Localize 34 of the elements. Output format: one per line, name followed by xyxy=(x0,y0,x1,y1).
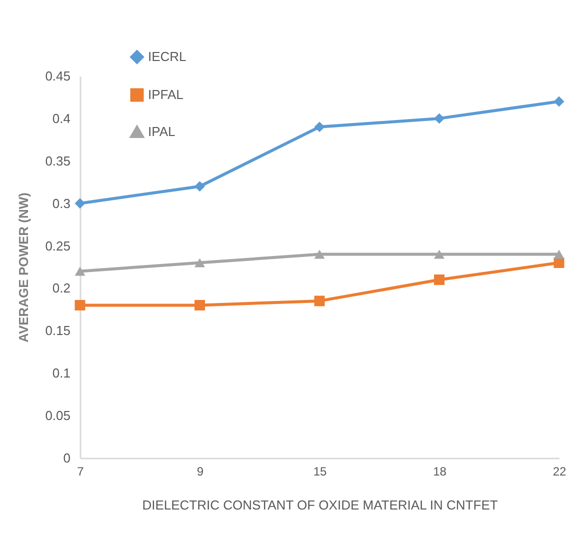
point xyxy=(74,266,86,276)
y-tick-label: 0.15 xyxy=(45,323,70,338)
y-tick-label: 0.45 xyxy=(45,68,70,84)
y-tick-label: 0 xyxy=(63,450,70,466)
point xyxy=(434,113,444,124)
x-tick-label: 9 xyxy=(196,464,204,478)
legend-label: IPFAL xyxy=(148,87,184,102)
point xyxy=(194,300,205,310)
x-tick-label: 15 xyxy=(313,464,327,478)
y-tick-label: 0.2 xyxy=(52,280,70,296)
point xyxy=(554,96,564,107)
point xyxy=(434,274,444,285)
y-axis-title: AVERAGE POWER (NW) xyxy=(16,192,32,342)
y-tick-label: 0.4 xyxy=(52,110,70,126)
y-tick-label: 0.3 xyxy=(52,196,70,211)
point xyxy=(314,296,325,306)
legend-label: IECRL xyxy=(148,49,186,64)
point xyxy=(314,250,325,259)
point xyxy=(434,250,444,259)
x-tick-label: 7 xyxy=(77,464,84,478)
x-tick-label: 18 xyxy=(433,464,447,478)
point xyxy=(314,122,325,132)
y-tick-label: 0.25 xyxy=(45,238,70,254)
x-tick-label: 22 xyxy=(552,464,566,478)
point xyxy=(74,300,86,310)
y-tick-label: 0.05 xyxy=(45,408,70,424)
y-tick-label: 0.35 xyxy=(45,153,70,168)
x-axis-title: DIELECTRIC CONSTANT OF OXIDE MATERIAL IN CNTFET xyxy=(142,498,498,512)
point xyxy=(194,181,205,192)
point xyxy=(74,198,86,209)
point xyxy=(554,250,564,259)
legend-label: IPAL xyxy=(148,124,176,139)
y-tick-label: 0.1 xyxy=(52,366,70,381)
point xyxy=(194,258,205,268)
